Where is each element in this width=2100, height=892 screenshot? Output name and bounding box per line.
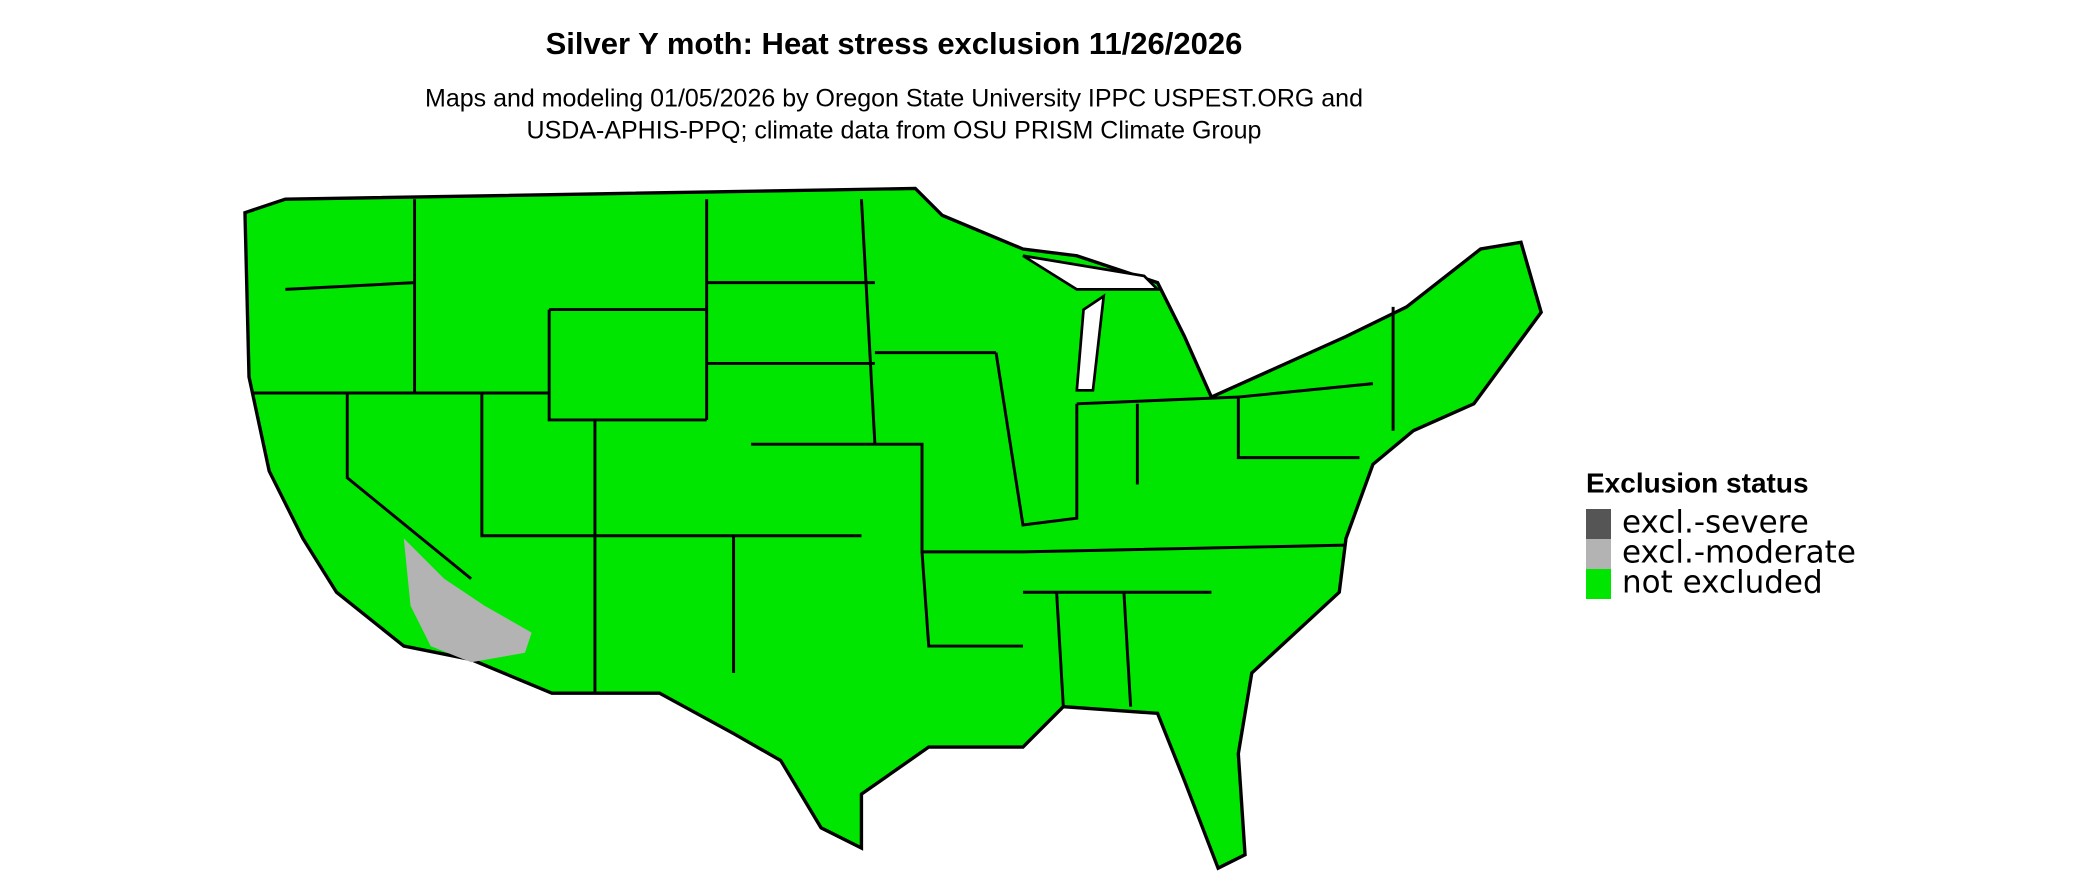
legend-swatch [1586, 539, 1611, 569]
great-lakes [1022, 254, 1161, 392]
map-title: Silver Y moth: Heat stress exclusion 11/… [546, 26, 1243, 61]
map-subtitle: Maps and modeling 01/05/2026 by Oregon S… [425, 85, 1363, 113]
legend-label: excl.-moderate [1622, 535, 1856, 571]
legend-swatch [1586, 509, 1611, 539]
legend-label: not excluded [1622, 565, 1823, 601]
map-subtitle: USDA-APHIS-PPQ; climate data from OSU PR… [527, 117, 1262, 145]
moderate-area [403, 538, 532, 663]
legend-swatch [1586, 569, 1611, 599]
legend-title: Exclusion status [1586, 467, 1809, 498]
state-borders [253, 199, 1395, 707]
legend-label: excl.-severe [1622, 505, 1809, 541]
us-map [243, 186, 1544, 871]
us-outline [243, 186, 1544, 871]
